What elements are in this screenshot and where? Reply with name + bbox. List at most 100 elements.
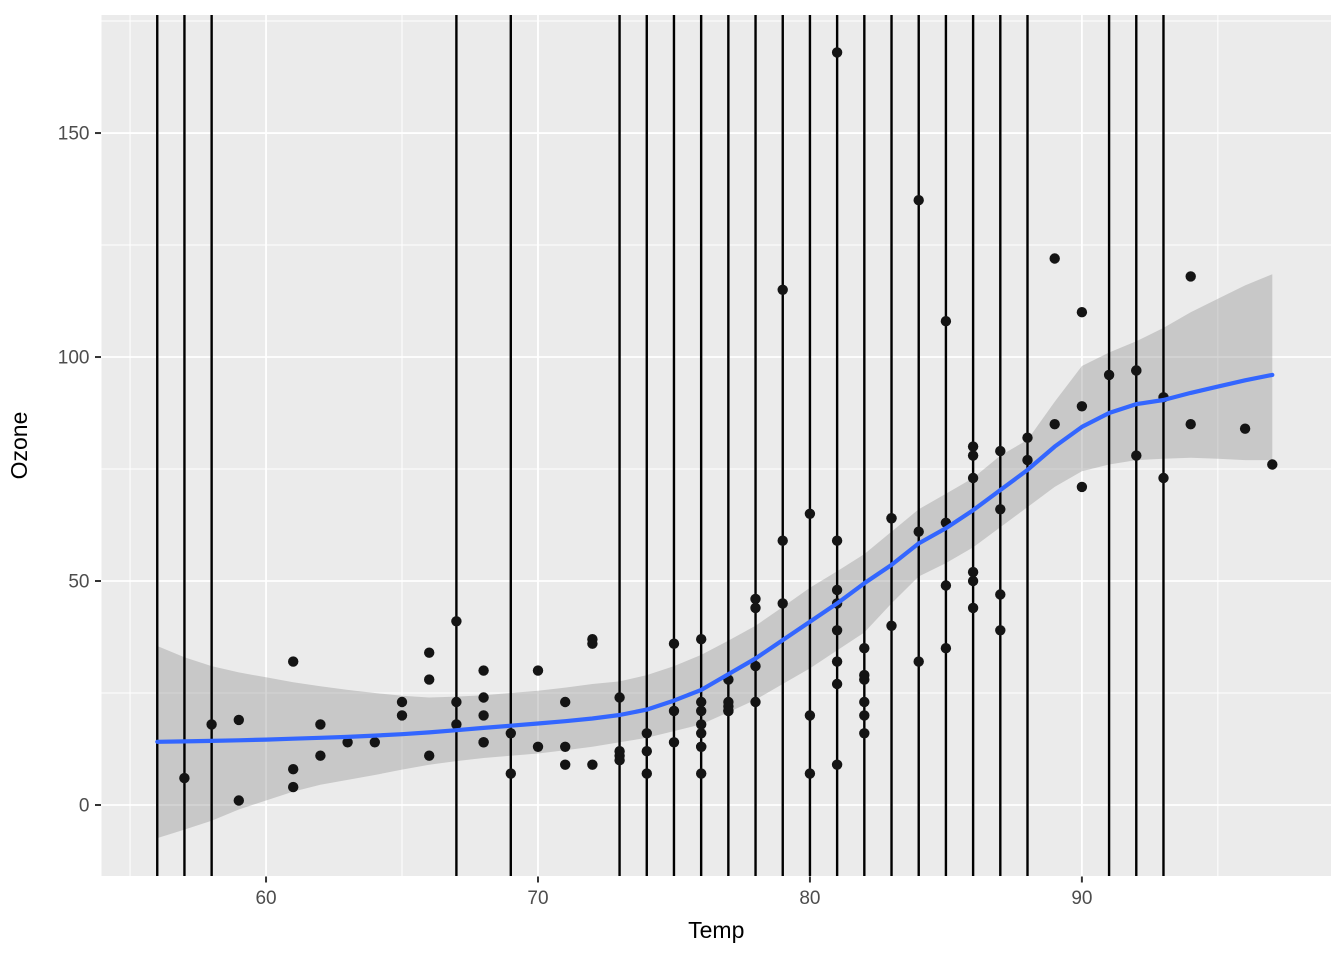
data-point [723, 705, 734, 717]
data-point [859, 710, 870, 721]
data-point [831, 47, 843, 58]
data-point [1076, 401, 1088, 412]
data-point [451, 696, 462, 708]
data-point [696, 696, 707, 708]
data-point [967, 566, 979, 578]
data-point [859, 728, 870, 739]
data-point [478, 737, 489, 748]
plot-panel-background [101, 15, 1331, 876]
x-tick-label: 80 [799, 888, 820, 909]
data-point [831, 625, 843, 636]
data-point [288, 781, 299, 793]
confidence-ribbon [157, 274, 1273, 839]
data-point [478, 710, 489, 721]
data-point [369, 737, 380, 748]
data-point [1103, 369, 1115, 381]
data-point [668, 705, 680, 717]
data-point [940, 580, 952, 591]
data-point [696, 705, 707, 717]
data-point [831, 584, 843, 596]
y-tick-label: 100 [58, 348, 90, 369]
data-point [1158, 472, 1169, 484]
data-point [859, 643, 870, 654]
data-point [750, 593, 761, 605]
data-point [913, 195, 924, 206]
data-point [288, 764, 299, 775]
data-point [940, 643, 952, 654]
data-point [913, 656, 924, 667]
data-point [777, 284, 788, 295]
grid-major-lines [101, 15, 1331, 876]
data-point [1022, 454, 1033, 466]
data-point [505, 768, 516, 779]
data-point [288, 656, 299, 667]
data-point [940, 316, 952, 327]
data-point [831, 759, 843, 770]
data-point [696, 768, 707, 779]
data-point [859, 674, 870, 685]
y-tick-label: 150 [58, 124, 90, 145]
scatter-points [179, 47, 1278, 806]
data-point [1049, 419, 1060, 430]
data-point [804, 508, 816, 519]
y-tick-label: 0 [79, 795, 90, 816]
data-point [859, 696, 870, 708]
data-point [995, 445, 1006, 457]
data-point [696, 634, 707, 645]
data-point [396, 696, 408, 708]
data-point [424, 674, 435, 685]
data-point [804, 768, 816, 779]
data-point [750, 696, 761, 708]
data-point [750, 660, 761, 672]
data-point [804, 710, 816, 721]
data-point [614, 755, 625, 766]
data-point [1022, 432, 1033, 443]
data-point [560, 696, 571, 708]
data-point [967, 450, 979, 461]
data-point [1131, 450, 1142, 461]
data-point [1076, 481, 1088, 493]
data-point [1267, 459, 1278, 470]
data-point [315, 719, 326, 730]
data-point [696, 728, 707, 739]
data-point [777, 598, 788, 609]
data-point [206, 719, 217, 730]
data-point [478, 692, 489, 703]
data-point [723, 696, 734, 708]
data-point [1239, 423, 1251, 434]
data-point [967, 441, 979, 452]
x-tick-label: 70 [527, 888, 548, 909]
data-point [587, 759, 598, 770]
data-point [560, 759, 571, 770]
data-point [777, 535, 788, 546]
axis-tick-marks [95, 132, 1083, 883]
y-tick-label: 50 [68, 572, 89, 593]
data-point [913, 526, 924, 537]
data-point [1049, 253, 1060, 264]
data-point [967, 602, 979, 614]
data-point [696, 719, 707, 730]
x-tick-label: 60 [255, 888, 276, 909]
data-point [696, 741, 707, 752]
data-point [532, 665, 544, 676]
data-point [396, 710, 408, 721]
data-point [478, 665, 489, 676]
data-point [1185, 271, 1196, 282]
data-point [886, 620, 897, 631]
data-point [424, 750, 435, 761]
data-point [668, 638, 680, 649]
data-point [831, 656, 843, 667]
data-point [560, 741, 571, 752]
data-point [587, 634, 598, 645]
data-point [750, 602, 761, 614]
data-point [1185, 419, 1196, 430]
data-point [424, 647, 435, 658]
data-point [315, 750, 326, 761]
data-point [451, 719, 462, 730]
data-point [967, 472, 979, 484]
data-point [641, 746, 652, 757]
data-point [831, 535, 843, 546]
data-point [342, 737, 353, 748]
data-point [831, 678, 843, 690]
